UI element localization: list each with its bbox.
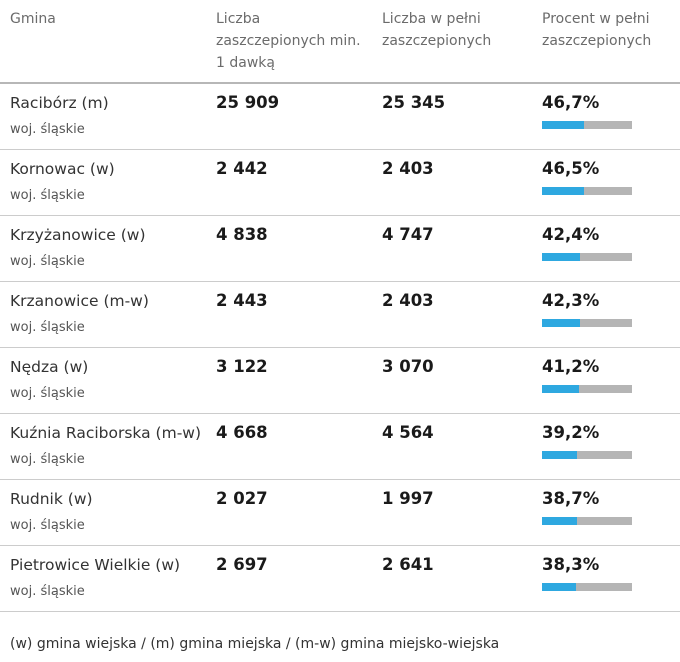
legend-footnote: (w) gmina wiejska / (m) gmina miejska / …	[10, 636, 500, 652]
table-body: Racibórz (m) woj. śląskie 25 909 25 345 46,7…	[0, 84, 680, 612]
table-row: Rudnik (w) woj. śląskie 2 027 1 997 38,7%	[0, 480, 680, 546]
table-row: Pietrowice Wielkie (w) woj. śląskie 2 697 2…	[0, 546, 680, 612]
percent-bar-track	[542, 121, 632, 129]
dose1-value: 4 668	[216, 423, 268, 442]
percent-value: 39,2%	[542, 423, 600, 442]
percent-bar-fill	[542, 583, 577, 591]
percent-value: 41,2%	[542, 357, 600, 376]
percent-bar-fill	[542, 517, 577, 525]
table-row: Krzyżanowice (w) woj. śląskie 4 838 4 747 42…	[0, 216, 680, 282]
gmina-name: Nędza (w)	[10, 358, 89, 376]
table-row: Kornowac (w) woj. śląskie 2 442 2 403 46,5%	[0, 150, 680, 216]
gmina-name: Kuźnia Raciborska (m-w)	[10, 424, 202, 442]
percent-value: 42,4%	[542, 225, 600, 244]
region-label: woj. śląskie	[10, 584, 85, 599]
full-value: 25 345	[382, 93, 446, 112]
vaccination-table: Gmina Liczba zaszczepionych min. 1 dawką…	[0, 0, 680, 612]
percent-value: 38,7%	[542, 489, 600, 508]
dose1-value: 2 443	[216, 291, 268, 310]
full-value: 2 403	[382, 291, 434, 310]
gmina-name: Krzyżanowice (w)	[10, 226, 146, 244]
dose1-value: 25 909	[216, 93, 280, 112]
region-label: woj. śląskie	[10, 188, 85, 203]
table-row: Krzanowice (m-w) woj. śląskie 2 443 2 403 42…	[0, 282, 680, 348]
full-value: 3 070	[382, 357, 434, 376]
gmina-name: Pietrowice Wielkie (w)	[10, 556, 181, 574]
header-percent: Procent w pełni zaszczepionych	[542, 11, 652, 49]
percent-bar-track	[542, 583, 632, 591]
percent-bar-track	[542, 385, 632, 393]
region-label: woj. śląskie	[10, 518, 85, 533]
header-gmina: Gmina	[10, 11, 56, 27]
header-dose1: Liczba zaszczepionych min. 1 dawką	[216, 11, 361, 71]
percent-bar-track	[542, 517, 632, 525]
percent-bar-fill	[542, 253, 581, 261]
region-label: woj. śląskie	[10, 386, 85, 401]
dose1-value: 2 697	[216, 555, 268, 574]
gmina-name: Rudnik (w)	[10, 490, 93, 508]
gmina-name: Racibórz (m)	[10, 94, 109, 112]
percent-bar-fill	[542, 451, 578, 459]
percent-bar-fill	[542, 187, 584, 195]
table-row: Nędza (w) woj. śląskie 3 122 3 070 41,2%	[0, 348, 680, 414]
region-label: woj. śląskie	[10, 122, 85, 137]
percent-value: 46,7%	[542, 93, 600, 112]
percent-bar-fill	[542, 319, 581, 327]
percent-bar-fill	[542, 121, 585, 129]
full-value: 4 747	[382, 225, 434, 244]
dose1-value: 3 122	[216, 357, 268, 376]
percent-bar-track	[542, 451, 632, 459]
percent-value: 38,3%	[542, 555, 600, 574]
percent-bar-track	[542, 319, 632, 327]
gmina-name: Krzanowice (m-w)	[10, 292, 149, 310]
header-full: Liczba w pełni zaszczepionych	[382, 11, 492, 49]
full-value: 4 564	[382, 423, 434, 442]
dose1-value: 2 027	[216, 489, 268, 508]
table-row: Kuźnia Raciborska (m-w) woj. śląskie 4 668…	[0, 414, 680, 480]
region-label: woj. śląskie	[10, 452, 85, 467]
full-value: 2 641	[382, 555, 434, 574]
table-row: Racibórz (m) woj. śląskie 25 909 25 345 46,7…	[0, 84, 680, 150]
region-label: woj. śląskie	[10, 254, 85, 269]
percent-value: 46,5%	[542, 159, 600, 178]
table-header: Gmina Liczba zaszczepionych min. 1 dawką…	[0, 0, 680, 84]
gmina-name: Kornowac (w)	[10, 160, 115, 178]
percent-bar-track	[542, 187, 632, 195]
full-value: 1 997	[382, 489, 434, 508]
dose1-value: 2 442	[216, 159, 268, 178]
percent-value: 42,3%	[542, 291, 600, 310]
region-label: woj. śląskie	[10, 320, 85, 335]
percent-bar-track	[542, 253, 632, 261]
full-value: 2 403	[382, 159, 434, 178]
dose1-value: 4 838	[216, 225, 268, 244]
percent-bar-fill	[542, 385, 580, 393]
